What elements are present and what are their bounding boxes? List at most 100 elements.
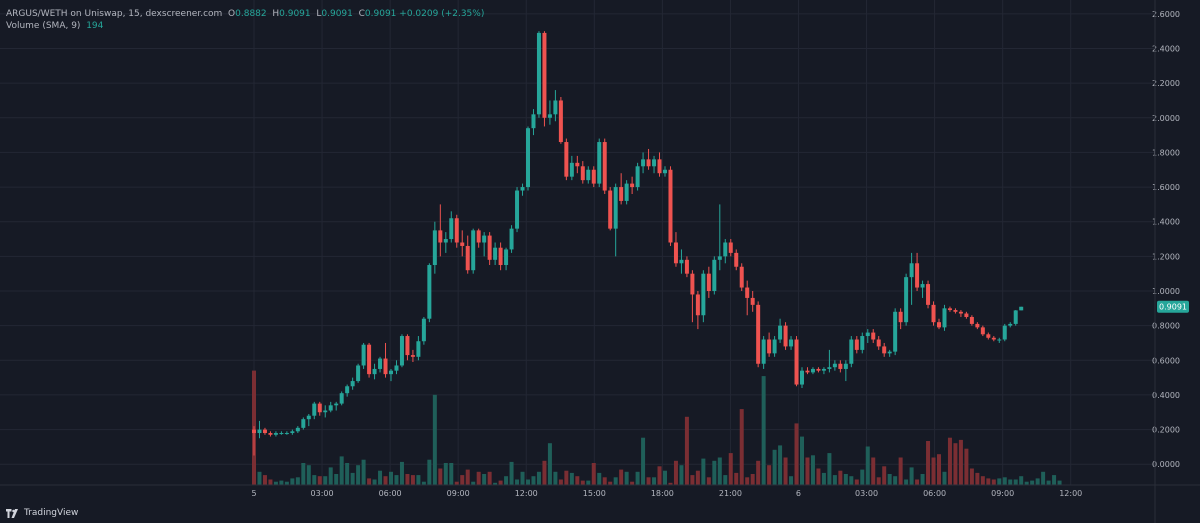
volume-bar	[295, 477, 300, 485]
candle-body	[553, 100, 558, 115]
volume-bar	[547, 443, 552, 485]
candle-body	[526, 128, 530, 188]
volume-bar	[345, 463, 350, 485]
y-tick-label: 1.0000	[1152, 287, 1180, 296]
volume-bar	[389, 471, 393, 485]
volume-bar	[378, 470, 383, 485]
candle-body	[887, 351, 892, 354]
volume-bar	[657, 466, 662, 485]
volume-bar	[262, 475, 267, 485]
volume-bar	[1002, 477, 1007, 485]
volume-bar	[1035, 478, 1040, 485]
volume-bar	[619, 469, 624, 485]
volume-bar	[816, 468, 821, 485]
volume-bar	[904, 479, 909, 485]
change-value: +0.0209 (+2.35%)	[399, 9, 485, 19]
candle-body	[926, 284, 931, 305]
candle-body	[871, 332, 876, 340]
volume-bar	[361, 459, 366, 485]
volume-bar	[767, 465, 772, 485]
candle-body	[734, 252, 739, 267]
volume-bar	[536, 471, 541, 485]
candle-body	[876, 339, 881, 347]
volume-bar	[405, 474, 410, 485]
candle-body	[1002, 325, 1007, 340]
candle-body	[547, 114, 552, 118]
volume-bar	[273, 481, 278, 485]
volume-bar	[284, 481, 289, 485]
candle-body	[482, 235, 487, 243]
x-tick-label: 12:00	[1059, 489, 1082, 498]
candle-body	[630, 183, 635, 188]
candle-body	[312, 403, 317, 416]
volume-bar	[569, 472, 574, 485]
high-label: H	[272, 9, 280, 19]
candle-body	[602, 142, 607, 191]
volume-bar	[745, 477, 750, 485]
volume-bar	[646, 477, 651, 485]
candle-body	[597, 142, 602, 184]
volume-bar	[701, 458, 706, 485]
chart-legend: ARGUS/WETH on Uniswap, 15, dexscreener.c…	[6, 8, 484, 32]
volume-bar	[717, 457, 722, 485]
candle-body	[487, 235, 492, 260]
candle-body	[964, 313, 969, 317]
candle-body	[958, 311, 963, 314]
candle-body	[317, 403, 322, 413]
y-tick-label: 0.2000	[1152, 426, 1180, 435]
volume-bar	[1019, 476, 1024, 485]
candle-body	[454, 218, 459, 243]
open-value: 0.8882	[235, 9, 267, 19]
tradingview-label: TradingView	[24, 508, 79, 518]
candle-body	[684, 259, 689, 274]
candle-body	[783, 325, 788, 347]
volume-bar	[356, 465, 361, 485]
candle-body	[416, 341, 421, 357]
candle-body	[657, 159, 662, 174]
candle-body	[969, 316, 974, 324]
candle-body	[838, 363, 843, 369]
volume-bar	[399, 461, 404, 485]
volume-bar	[723, 475, 728, 485]
candle-body	[580, 166, 585, 181]
candle-body	[739, 266, 744, 288]
volume-bar	[893, 476, 898, 485]
volume-bar	[317, 476, 322, 485]
candle-body	[591, 169, 596, 184]
x-tick-label: 03:00	[311, 489, 334, 498]
candle-body	[432, 230, 437, 266]
candle-body	[800, 370, 804, 385]
candle-body	[323, 410, 328, 413]
candle-body	[991, 337, 996, 340]
volume-bar	[575, 476, 580, 485]
candle-body	[789, 339, 794, 347]
candle-body	[750, 297, 755, 305]
volume-bar	[526, 479, 530, 485]
volume-bar	[838, 470, 843, 485]
y-tick-label: 2.2000	[1152, 79, 1180, 88]
candle-body	[361, 344, 366, 366]
candle-body	[471, 230, 476, 271]
candle-body	[268, 433, 273, 435]
volume-bar	[947, 437, 952, 485]
y-tick-label: 0.0000	[1152, 460, 1180, 469]
volume-bar	[805, 457, 810, 485]
volume-bar	[641, 437, 646, 485]
candle-body	[701, 273, 706, 316]
tradingview-branding[interactable]: TradingView	[6, 508, 78, 518]
candle-body	[427, 265, 432, 319]
x-tick-label: 15:00	[583, 489, 606, 498]
volume-bar	[937, 454, 941, 485]
volume-bar	[810, 455, 815, 485]
volume-bar	[410, 475, 415, 485]
volume-bar	[257, 471, 262, 485]
candle-body	[367, 344, 372, 375]
candle-body	[394, 365, 399, 371]
last-price-badge	[1157, 300, 1189, 313]
candle-body	[624, 183, 629, 201]
candle-body	[284, 433, 289, 435]
x-tick-label: 09:00	[447, 489, 470, 498]
